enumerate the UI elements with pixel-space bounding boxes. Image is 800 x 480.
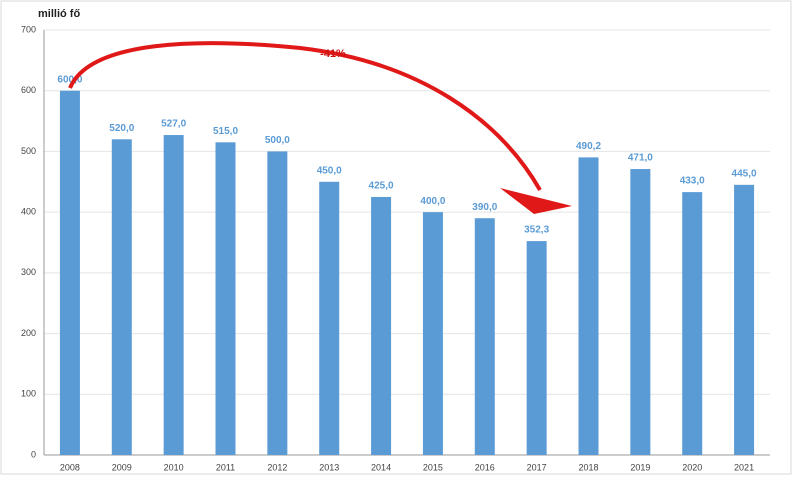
value-label: 490,2 [576, 141, 601, 152]
y-tick-label: 600 [21, 85, 36, 95]
x-tick-label: 2014 [371, 462, 391, 472]
arrow [68, 41, 542, 191]
value-label: 400,0 [420, 196, 445, 207]
bar [578, 157, 599, 455]
x-tick-label: 2009 [112, 462, 132, 472]
x-tick-label: 2010 [164, 462, 184, 472]
y-tick-label: 100 [21, 389, 36, 399]
value-label: 352,3 [524, 225, 549, 236]
bar [111, 139, 132, 456]
value-label: 527,0 [161, 119, 186, 130]
x-tick-label: 2019 [630, 462, 650, 472]
bar [59, 90, 80, 455]
x-tick-label: 2012 [267, 462, 287, 472]
y-tick-label: 0 [31, 449, 36, 459]
value-label: 450,0 [317, 165, 342, 176]
arrow-head [500, 188, 572, 214]
value-label: 390,0 [472, 202, 497, 213]
bar [630, 169, 651, 456]
x-tick-label: 2018 [578, 462, 598, 472]
value-label: 425,0 [369, 181, 394, 192]
value-label: 600,0 [57, 74, 82, 85]
bar [474, 218, 495, 455]
bar [319, 181, 340, 456]
value-label: 515,0 [213, 126, 238, 137]
value-label: 471,0 [628, 153, 653, 164]
y-tick-label: 400 [21, 207, 36, 217]
bar [526, 241, 547, 455]
x-tick-label: 2013 [319, 462, 339, 472]
bar [163, 135, 184, 456]
value-label: 445,0 [732, 168, 757, 179]
bar [682, 192, 703, 455]
bar [422, 212, 443, 455]
x-tick-label: 2008 [60, 462, 80, 472]
bar [734, 184, 755, 456]
y-tick-label: 500 [21, 146, 36, 156]
value-label: 520,0 [109, 123, 134, 134]
value-label: 500,0 [265, 135, 290, 146]
bar [371, 196, 392, 455]
x-tick-label: 2021 [734, 462, 754, 472]
x-tick-label: 2017 [527, 462, 547, 472]
bar [267, 151, 288, 455]
y-tick-label: 200 [21, 328, 36, 338]
chart-frame [0, 0, 792, 475]
x-tick-label: 2020 [682, 462, 702, 472]
value-label: 433,0 [680, 176, 705, 187]
x-tick-label: 2015 [423, 462, 443, 472]
bar [215, 142, 236, 456]
y-tick-label: 700 [21, 24, 36, 34]
y-axis-label: millió fő [38, 8, 80, 20]
x-tick-label: 2016 [475, 462, 495, 472]
y-tick-label: 300 [21, 267, 36, 277]
x-tick-label: 2011 [216, 462, 235, 472]
annotation: -41% [320, 48, 346, 60]
